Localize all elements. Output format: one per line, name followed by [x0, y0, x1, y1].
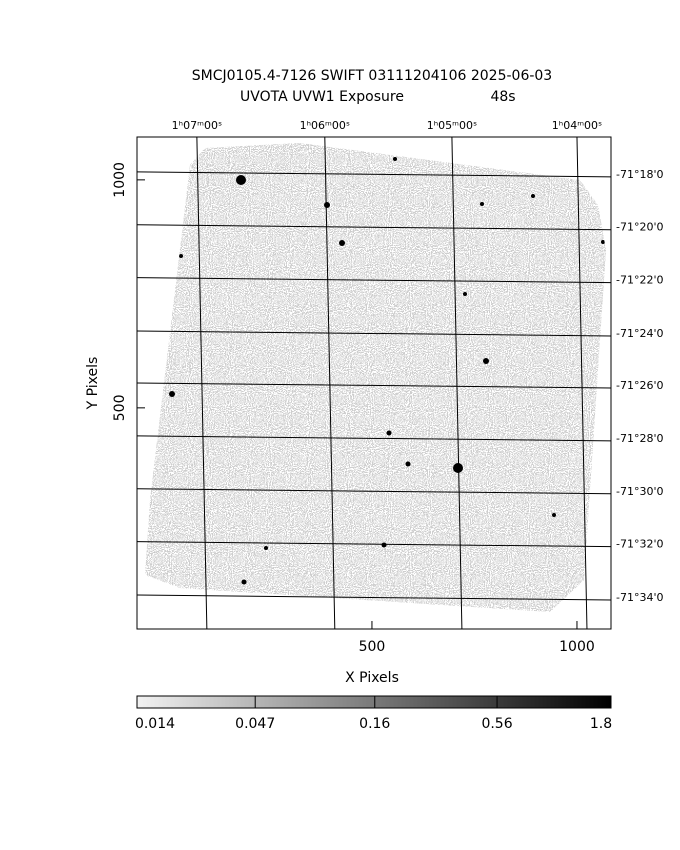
dec-tick-label: -71°34'0 — [616, 591, 664, 604]
chart-title: SMCJ0105.4-7126 SWIFT 03111204106 2025-0… — [192, 68, 552, 84]
colorbar-tick-label: 0.014 — [135, 716, 175, 732]
dec-tick-label: -71°18'0 — [616, 168, 664, 181]
dec-grid-line — [136, 541, 612, 548]
colorbar-tick-label: 1.8 — [590, 716, 612, 732]
ra-tick-label: 1ʰ07ᵐ00ˢ — [172, 119, 222, 132]
stars — [169, 157, 605, 585]
ra-grid-line — [576, 136, 588, 630]
noise-field — [145, 143, 606, 612]
dec-grid-line — [136, 171, 612, 178]
dec-grid-line — [136, 488, 612, 495]
colorbar-tick-label: 0.16 — [359, 716, 390, 732]
ra-tick-label: 1ʰ05ᵐ00ˢ — [427, 119, 477, 132]
exposure: 48s — [490, 89, 515, 105]
dec-grid-line — [136, 224, 612, 231]
colorbar-tick-label: 0.56 — [481, 716, 512, 732]
dec-grid-line — [136, 435, 612, 442]
dec-grid-line — [136, 382, 612, 389]
ra-grid-line — [451, 136, 463, 630]
dec-tick-label: -71°32'0 — [616, 538, 664, 551]
y-tick-label: 500 — [112, 394, 128, 421]
y-axis-label: Y Pixels — [85, 357, 101, 411]
colorbar-tick-label: 0.047 — [235, 716, 275, 732]
dec-tick-label: -71°24'0 — [616, 327, 664, 340]
x-tick-label: 1000 — [559, 639, 595, 655]
ra-grid-line — [324, 136, 336, 630]
dec-grid-line — [136, 277, 612, 284]
dec-tick-label: -71°20'0 — [616, 221, 664, 234]
sky-image — [145, 143, 606, 612]
y-tick-label: 1000 — [112, 162, 128, 198]
dec-tick-label: -71°26'0 — [616, 379, 664, 392]
colorbar — [136, 695, 612, 709]
ra-tick-label: 1ʰ04ᵐ00ˢ — [552, 119, 602, 132]
ra-grid-line — [196, 136, 208, 630]
ra-tick-label: 1ʰ06ᵐ00ˢ — [300, 119, 350, 132]
dec-tick-label: -71°28'0 — [616, 432, 664, 445]
dec-tick-label: -71°22'0 — [616, 274, 664, 287]
subtitle: UVOTA UVW1 Exposure — [240, 89, 404, 105]
dec-grid-line — [136, 330, 612, 337]
x-tick-label: 500 — [359, 639, 386, 655]
dec-grid-line — [136, 594, 612, 601]
x-axis-label: X Pixels — [345, 670, 399, 686]
dec-tick-label: -71°30'0 — [616, 485, 664, 498]
